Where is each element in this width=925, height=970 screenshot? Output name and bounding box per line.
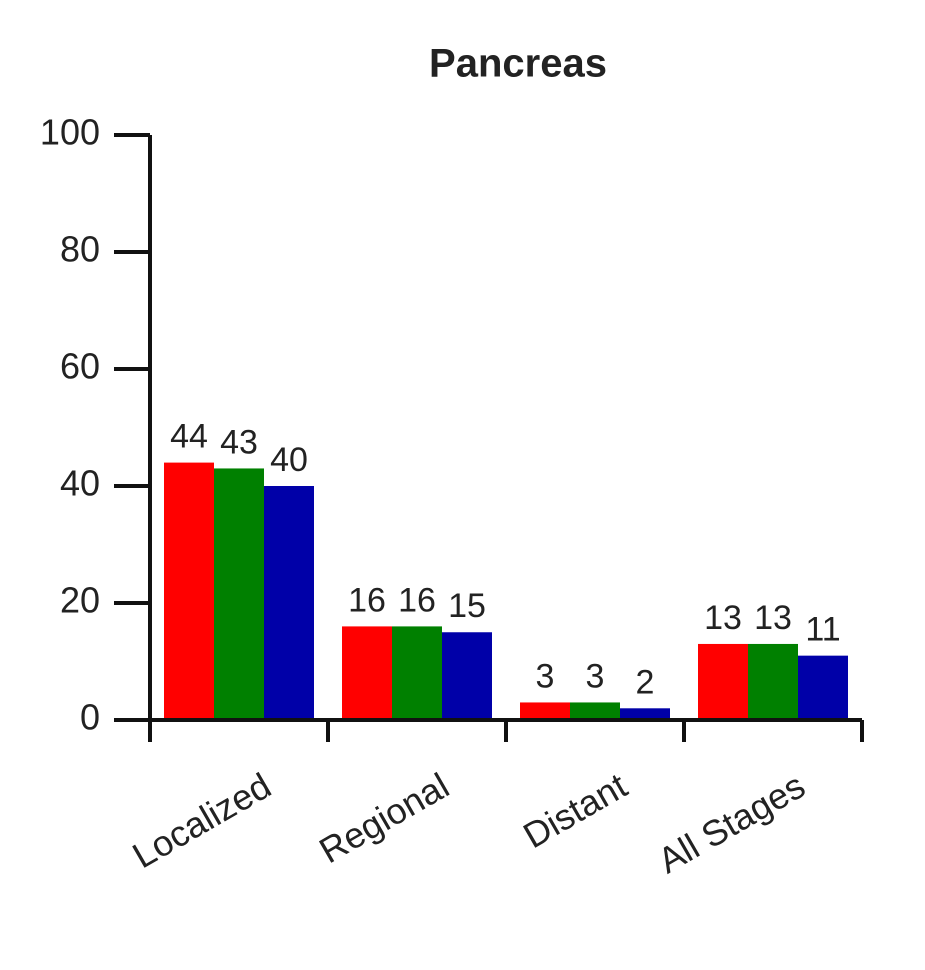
y-tick-label: 20	[60, 580, 100, 621]
x-tick-label: Regional	[312, 765, 456, 872]
y-tick-label: 80	[60, 229, 100, 270]
value-label: 13	[704, 599, 742, 637]
bar	[570, 702, 620, 720]
value-label: 2	[636, 663, 655, 701]
bar	[442, 632, 492, 720]
bar	[264, 486, 314, 720]
bar	[164, 462, 214, 720]
value-label: 15	[448, 587, 486, 625]
bar	[214, 468, 264, 720]
x-tick-label: All Stages	[651, 765, 812, 882]
bar	[342, 626, 392, 720]
value-label: 43	[220, 423, 258, 461]
value-label: 13	[754, 599, 792, 637]
value-label: 16	[398, 581, 436, 619]
y-tick-label: 0	[80, 697, 100, 738]
y-tick-label: 100	[40, 112, 100, 153]
bar	[698, 643, 748, 720]
y-tick-label: 60	[60, 346, 100, 387]
chart-title: Pancreas	[429, 42, 607, 86]
y-tick-label: 40	[60, 463, 100, 504]
value-label: 3	[586, 657, 605, 695]
bar	[392, 626, 442, 720]
x-tick-label: Localized	[126, 765, 278, 877]
value-label: 40	[270, 441, 308, 479]
value-label: 11	[805, 611, 840, 649]
value-label: 44	[170, 418, 208, 456]
bar	[620, 708, 670, 720]
bar	[798, 655, 848, 720]
bar	[520, 702, 570, 720]
x-tick-label: Distant	[516, 765, 634, 857]
value-label: 16	[348, 581, 386, 619]
value-label: 3	[536, 657, 555, 695]
bar	[748, 643, 798, 720]
